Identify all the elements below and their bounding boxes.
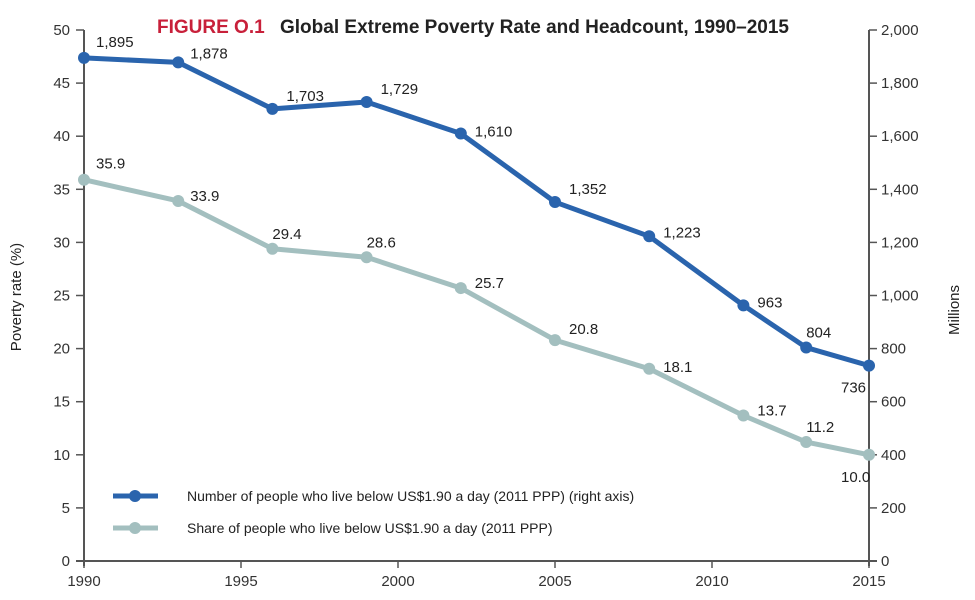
y-left-tick-label: 10: [53, 447, 70, 464]
data-point: [172, 56, 185, 69]
data-label: 963: [757, 294, 782, 311]
y-left-tick-label: 20: [53, 341, 70, 358]
data-point: [172, 194, 185, 207]
data-point: [800, 436, 813, 449]
y-left-tick-label: 0: [62, 553, 70, 570]
y-left-tick-label: 5: [62, 500, 70, 517]
data-point: [78, 51, 90, 64]
y-left-tick-label: 50: [53, 22, 70, 39]
x-tick-label: 2000: [381, 573, 414, 590]
data-label: 10.0: [841, 469, 870, 486]
data-label: 736: [841, 380, 866, 397]
data-point: [643, 230, 656, 243]
y-axis-left: 0 5 10 15 20 25 30 35 40 45 50: [53, 22, 84, 570]
legend-marker-share: [129, 522, 141, 534]
data-point: [737, 409, 750, 422]
data-point: [266, 102, 279, 115]
data-labels: 1,895 1,878 1,703 1,729 1,610 1,352 1,223 963 80…: [96, 34, 870, 486]
x-tick-label: 2010: [695, 573, 728, 590]
y-left-tick-label: 40: [53, 128, 70, 145]
y-left-tick-label: 30: [53, 234, 70, 251]
data-label: 1,895: [96, 34, 134, 51]
legend-item-headcount: Number of people who live below US$1.90 …: [113, 488, 634, 504]
chart-title-prefix: FIGURE O.1: [157, 17, 265, 38]
data-label: 25.7: [475, 275, 504, 292]
data-label: 1,223: [663, 224, 701, 241]
y-right-tick-label: 0: [881, 553, 889, 570]
axes: [76, 30, 877, 566]
data-label: 29.4: [272, 226, 301, 243]
x-tick-label: 2005: [538, 573, 571, 590]
data-label: 33.9: [190, 188, 219, 205]
data-point: [863, 448, 875, 461]
y-right-tick-label: 200: [881, 500, 906, 517]
data-point: [454, 282, 467, 295]
y-right-tick-label: 400: [881, 447, 906, 464]
y-right-tick-label: 1,000: [881, 288, 919, 305]
y-right-tick-label: 1,400: [881, 181, 919, 198]
data-label: 35.9: [96, 156, 125, 173]
data-point: [643, 362, 656, 375]
data-point: [360, 251, 373, 264]
y-left-tick-label: 25: [53, 288, 70, 305]
data-label: 1,352: [569, 181, 607, 198]
data-point: [266, 242, 279, 255]
legend-item-share: Share of people who live below US$1.90 a…: [113, 520, 553, 536]
legend: Number of people who live below US$1.90 …: [113, 488, 634, 536]
data-point: [454, 127, 467, 140]
x-tick-label: 2015: [852, 573, 885, 590]
x-tick-label: 1995: [224, 573, 257, 590]
series-share: [78, 173, 875, 461]
data-point: [737, 299, 750, 312]
y-axis-right-title: Millions: [946, 285, 963, 335]
y-right-tick-label: 600: [881, 394, 906, 411]
data-label: 804: [806, 325, 831, 342]
data-label: 1,703: [286, 88, 324, 105]
data-point: [78, 173, 90, 186]
data-point: [863, 359, 875, 372]
y-left-tick-label: 35: [53, 181, 70, 198]
data-point: [360, 95, 373, 108]
y-axis-left-title: Poverty rate (%): [8, 243, 25, 351]
y-left-tick-label: 45: [53, 75, 70, 92]
series-line: [83, 55, 870, 368]
y-right-tick-label: 1,600: [881, 128, 919, 145]
y-left-tick-label: 15: [53, 394, 70, 411]
data-label: 11.2: [806, 419, 834, 436]
data-label: 1,729: [381, 81, 419, 98]
y-right-tick-label: 1,800: [881, 75, 919, 92]
legend-marker-headcount: [129, 490, 141, 502]
y-axis-right: 0 200 400 600 800 1,000 1,200 1,400 1,600 1,800 2,…: [869, 22, 919, 570]
x-axis: 1990 1995 2000 2005 2010 2015: [67, 561, 886, 590]
chart-title: Global Extreme Poverty Rate and Headcoun…: [280, 17, 789, 38]
series-layer: [78, 51, 875, 461]
series-headcount: [78, 51, 875, 372]
data-label: 13.7: [757, 403, 786, 420]
legend-label-headcount: Number of people who live below US$1.90 …: [187, 488, 634, 504]
y-right-tick-label: 1,200: [881, 234, 919, 251]
data-label: 1,878: [190, 45, 228, 62]
legend-label-share: Share of people who live below US$1.90 a…: [187, 520, 553, 536]
x-tick-label: 1990: [67, 573, 100, 590]
y-right-tick-label: 2,000: [881, 22, 919, 39]
data-label: 18.1: [663, 359, 692, 376]
data-label: 28.6: [367, 234, 396, 251]
y-right-tick-label: 800: [881, 341, 906, 358]
data-point: [800, 341, 813, 354]
data-label: 1,610: [475, 124, 513, 141]
data-point: [549, 196, 561, 209]
data-point: [549, 334, 561, 347]
data-label: 20.8: [569, 321, 598, 338]
series-line: [83, 177, 870, 458]
